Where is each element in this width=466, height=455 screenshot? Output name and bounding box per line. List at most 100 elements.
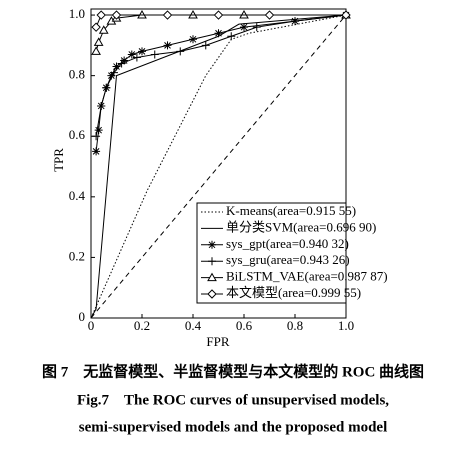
marker xyxy=(112,62,121,71)
marker xyxy=(240,23,248,32)
marker-part xyxy=(239,10,249,19)
marker xyxy=(188,10,198,19)
marker-part xyxy=(214,29,223,38)
y-tick-label: 0.6 xyxy=(69,127,86,142)
marker-part xyxy=(162,10,173,20)
marker-part xyxy=(208,240,216,249)
marker-part xyxy=(127,50,136,59)
x-tick-label: 0.2 xyxy=(134,318,150,333)
marker xyxy=(207,272,217,282)
marker xyxy=(92,132,101,141)
marker-part xyxy=(97,101,106,110)
marker xyxy=(163,41,172,50)
marker-part xyxy=(137,10,147,19)
marker-part xyxy=(201,41,210,50)
marker-part xyxy=(132,53,141,62)
x-tick-label: 0.6 xyxy=(236,318,253,333)
marker xyxy=(138,47,146,56)
marker xyxy=(117,59,126,68)
marker xyxy=(227,32,236,41)
marker-part xyxy=(92,132,101,141)
marker-part xyxy=(91,46,101,55)
marker xyxy=(93,37,104,46)
roc-line xyxy=(90,14,347,319)
legend xyxy=(196,202,347,304)
legend-label: 单分类SVM(area=0.696 90) xyxy=(226,219,376,234)
caption: 图 7 无监督模型、半监督模型与本文模型的 ROC 曲线图 xyxy=(42,362,424,380)
legend-label: BiLSTM_VAE(area=0.987 87) xyxy=(226,269,388,284)
marker xyxy=(150,50,159,59)
y-tick-label: 0 xyxy=(79,309,86,324)
marker-part xyxy=(117,59,126,68)
marker-part xyxy=(291,17,299,26)
marker xyxy=(91,46,101,55)
y-tick-label: 0.4 xyxy=(69,188,86,203)
marker-part xyxy=(109,68,118,77)
marker-part xyxy=(120,56,129,65)
marker-part xyxy=(227,32,236,41)
caption: Fig.7 The ROC curves of unsupervised mod… xyxy=(77,392,389,408)
marker xyxy=(91,22,101,32)
marker-part xyxy=(102,83,111,92)
y-axis-title: TPR xyxy=(51,148,66,172)
x-tick-label: 0.4 xyxy=(185,318,202,333)
marker-part xyxy=(189,35,197,44)
marker-part xyxy=(207,289,217,299)
marker-part xyxy=(112,62,121,71)
series xyxy=(90,14,347,319)
marker xyxy=(107,71,116,80)
marker xyxy=(239,10,249,19)
roc-line xyxy=(90,14,347,319)
marker xyxy=(208,240,216,249)
marker-part xyxy=(341,10,351,20)
caption: semi-supervised models and the proposed … xyxy=(79,419,388,435)
marker xyxy=(189,35,197,44)
marker xyxy=(97,101,106,110)
marker-part xyxy=(176,47,185,56)
marker xyxy=(92,147,101,156)
marker-part xyxy=(98,25,109,34)
marker xyxy=(96,10,106,20)
marker-part xyxy=(150,50,159,59)
series xyxy=(92,11,350,156)
marker-part xyxy=(107,71,116,80)
marker xyxy=(109,68,118,77)
marker-part xyxy=(111,10,122,20)
marker-part xyxy=(93,37,104,46)
marker xyxy=(137,10,147,19)
marker xyxy=(132,53,141,62)
marker xyxy=(94,126,103,135)
marker-part xyxy=(188,10,198,19)
marker xyxy=(162,10,173,20)
legend-label: sys_gpt(area=0.940 32) xyxy=(226,236,349,251)
legend-label: 本文模型(area=0.999 55) xyxy=(226,285,361,300)
series xyxy=(92,11,350,141)
marker xyxy=(208,257,216,266)
series xyxy=(90,14,347,319)
marker-part xyxy=(264,10,275,20)
marker xyxy=(120,56,129,65)
marker-part xyxy=(213,10,224,20)
marker xyxy=(127,50,136,59)
marker xyxy=(111,10,122,20)
marker-part xyxy=(96,10,106,20)
marker-part xyxy=(138,47,146,56)
marker-part xyxy=(240,23,248,32)
marker xyxy=(214,29,223,38)
marker xyxy=(264,10,275,20)
marker xyxy=(291,17,299,26)
legend-label: sys_gru(area=0.943 26) xyxy=(226,252,350,267)
x-tick-label: 0.8 xyxy=(287,318,303,333)
marker-part xyxy=(207,272,217,282)
marker xyxy=(102,83,111,92)
marker-part xyxy=(252,23,261,32)
x-tick-label: 0 xyxy=(88,318,95,333)
marker xyxy=(207,289,217,299)
marker xyxy=(201,41,210,50)
series xyxy=(91,10,351,32)
marker xyxy=(176,47,185,56)
marker-part xyxy=(92,147,101,156)
x-tick-label: 1.0 xyxy=(338,318,354,333)
chance-line xyxy=(90,14,347,319)
